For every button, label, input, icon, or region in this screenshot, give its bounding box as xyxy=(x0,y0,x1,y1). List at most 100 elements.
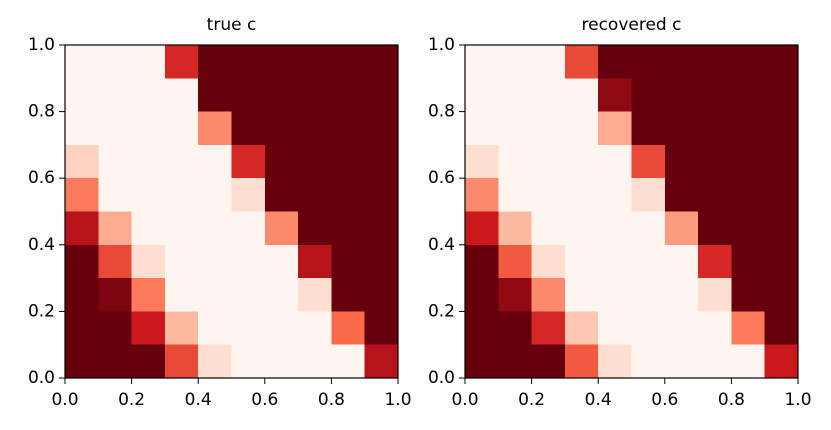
heatmap-cell xyxy=(164,111,199,146)
heatmap-cell xyxy=(331,311,366,346)
y-tick-label: 0.2 xyxy=(28,301,55,321)
heatmap-cell xyxy=(731,311,766,346)
heatmap-cell xyxy=(465,78,499,113)
heatmap-cell xyxy=(264,45,299,79)
y-tick-label: 1.0 xyxy=(428,35,455,55)
heatmap-cell xyxy=(631,144,666,179)
x-tick-label: 0.4 xyxy=(185,390,212,410)
heatmap-cell xyxy=(631,211,666,246)
heatmap-cell xyxy=(498,244,533,279)
heatmap-cell xyxy=(231,278,266,312)
heatmap-cell xyxy=(364,111,399,146)
heatmap-cell xyxy=(631,78,666,113)
heatmap-cell xyxy=(164,178,199,213)
heatmap-cell xyxy=(498,311,533,346)
heatmap-cell xyxy=(364,244,399,279)
heatmap-cell xyxy=(598,278,633,312)
heatmap-cell xyxy=(564,211,599,246)
x-tick-label: 0.0 xyxy=(451,390,478,410)
heatmap-cell xyxy=(131,211,166,246)
heatmap-cell xyxy=(531,144,566,179)
heatmap-cell xyxy=(131,344,166,379)
heatmap-cell xyxy=(465,45,499,79)
heatmap-cell xyxy=(764,211,799,246)
heatmap-cell xyxy=(531,45,566,79)
heatmap-cell xyxy=(331,278,366,312)
heatmap-cell xyxy=(65,144,99,179)
heatmap-cell xyxy=(331,111,366,146)
heatmap-cell xyxy=(264,211,299,246)
heatmap-cell xyxy=(65,344,99,379)
heatmap-cell xyxy=(698,144,732,179)
heatmap-cell xyxy=(731,144,766,179)
heatmap-cell xyxy=(364,311,399,346)
heatmap-cell xyxy=(731,45,766,79)
heatmap-cell xyxy=(164,45,199,79)
heatmap-cell xyxy=(564,278,599,312)
heatmap-cell xyxy=(231,244,266,279)
heatmap-cell xyxy=(131,45,166,79)
heatmap-cell xyxy=(731,244,766,279)
heatmap-cell xyxy=(364,78,399,113)
heatmap-cell xyxy=(198,144,233,179)
heatmap-cell xyxy=(198,78,233,113)
heatmap-cell xyxy=(231,344,266,379)
heatmap-cell xyxy=(631,278,666,312)
heatmap-cell xyxy=(98,111,133,146)
heatmap-cell xyxy=(465,344,499,379)
heatmap-cell xyxy=(465,244,499,279)
heatmap-cell xyxy=(364,278,399,312)
heatmap-cell xyxy=(98,144,133,179)
heatmap-cell xyxy=(465,278,499,312)
y-tick-label: 0.0 xyxy=(428,368,455,388)
heatmap-cell xyxy=(598,78,633,113)
heatmap-cell xyxy=(564,344,599,379)
heatmap-cell xyxy=(664,278,699,312)
heatmap-cell xyxy=(331,211,366,246)
heatmap-cell xyxy=(465,311,499,346)
heatmap-cell xyxy=(65,178,99,213)
heatmap-cell xyxy=(164,211,199,246)
heatmap-cell xyxy=(298,111,332,146)
heatmap-cell xyxy=(264,111,299,146)
y-tick-label: 0.4 xyxy=(28,235,55,255)
heatmap-cell xyxy=(198,45,233,79)
heatmap-cell xyxy=(364,178,399,213)
heatmap-cell xyxy=(298,211,332,246)
heatmap-cell xyxy=(164,344,199,379)
heatmap-cell xyxy=(298,344,332,379)
heatmap-cell xyxy=(731,111,766,146)
heatmap-cell xyxy=(564,244,599,279)
heatmap-cell xyxy=(498,144,533,179)
heatmap-cell xyxy=(764,244,799,279)
y-tick-label: 0.8 xyxy=(428,102,455,122)
heatmap-cell xyxy=(98,178,133,213)
heatmap-cell xyxy=(764,278,799,312)
x-tick-label: 1.0 xyxy=(784,390,811,410)
heatmap-cell xyxy=(465,211,499,246)
heatmap-cell xyxy=(731,344,766,379)
heatmap-cell xyxy=(664,111,699,146)
heatmap-cell xyxy=(198,278,233,312)
heatmap-cell xyxy=(65,278,99,312)
heatmap-cell xyxy=(598,344,633,379)
heatmap-cell xyxy=(731,178,766,213)
heatmap-cell xyxy=(498,278,533,312)
heatmap-cell xyxy=(231,311,266,346)
heatmap-cell xyxy=(764,111,799,146)
heatmap-cell xyxy=(98,244,133,279)
heatmap-cell xyxy=(198,344,233,379)
heatmap-cell xyxy=(731,278,766,312)
heatmap-cell xyxy=(298,144,332,179)
heatmap-cell xyxy=(731,78,766,113)
heatmap-cell xyxy=(564,311,599,346)
heatmap-cell xyxy=(598,211,633,246)
heatmap-cell xyxy=(164,278,199,312)
heatmap-cell xyxy=(698,178,732,213)
heatmap-cell xyxy=(631,178,666,213)
chart-title: true c xyxy=(207,15,257,35)
heatmap-cell xyxy=(264,344,299,379)
heatmap-cell xyxy=(664,344,699,379)
heatmap-cell xyxy=(764,178,799,213)
